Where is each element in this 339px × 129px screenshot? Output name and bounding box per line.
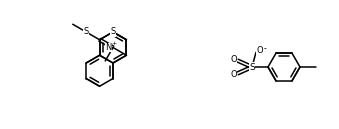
Text: O: O (230, 70, 237, 79)
Text: N: N (105, 43, 112, 52)
Text: S: S (249, 62, 255, 71)
Text: S: S (83, 27, 89, 37)
Text: -: - (264, 44, 266, 53)
Text: S: S (111, 27, 116, 37)
Text: +: + (112, 41, 117, 46)
Text: O: O (230, 55, 237, 64)
Text: O: O (256, 46, 263, 55)
